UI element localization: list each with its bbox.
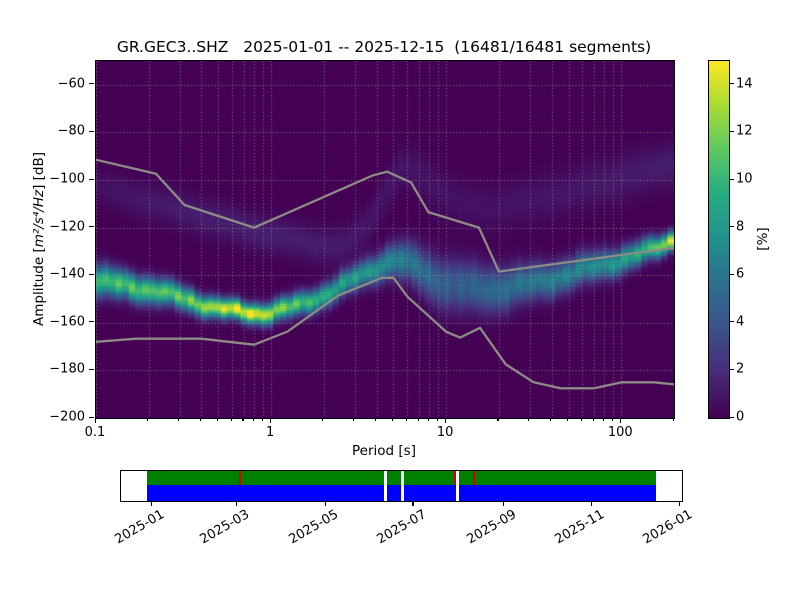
x-minor-tick: [178, 418, 180, 421]
y-tick: [89, 178, 94, 180]
x-tick: [94, 418, 96, 423]
colorbar-tick-label: 8: [736, 219, 745, 235]
x-minor-tick: [322, 418, 324, 421]
y-tick: [89, 83, 94, 85]
colorbar-tick-label: 2: [736, 361, 745, 377]
timeline-date-label: 2025-01: [112, 507, 168, 548]
y-tick-label: −60: [57, 76, 85, 92]
timeline-date-label: 2025-03: [197, 507, 253, 548]
y-tick: [89, 273, 94, 275]
coverage-warning-mark: [238, 471, 241, 485]
x-minor-tick: [252, 418, 254, 421]
noise-model-lines: [95, 158, 675, 390]
coverage-warning-mark: [453, 471, 456, 485]
x-tick-label: 1: [265, 425, 275, 440]
timeline-date-label: 2025-11: [552, 507, 608, 548]
timeline-date-label: 2026-01: [640, 507, 696, 548]
x-tick-label: 0.1: [84, 425, 106, 440]
nlnm-line: [95, 276, 675, 390]
ppsd-heatmap: [96, 61, 674, 418]
timeline-date-label: 2025-09: [464, 507, 520, 548]
y-tick-label: −200: [49, 409, 85, 425]
x-minor-tick: [592, 418, 594, 421]
colorbar-tick-label: 6: [736, 266, 745, 282]
x-axis-label: Period [s]: [352, 443, 416, 459]
x-tick-label: 10: [436, 425, 454, 440]
colorbar-tick: [729, 273, 734, 275]
colorbar-tick: [729, 321, 734, 323]
timeline-tick: [590, 501, 592, 506]
y-tick: [89, 368, 94, 371]
x-minor-tick: [242, 418, 244, 421]
x-minor-tick: [550, 418, 552, 421]
x-minor-tick: [353, 418, 355, 421]
y-axis-label: Amplitude [m²/s⁴/Hz] [dB]: [31, 151, 47, 327]
x-minor-tick: [611, 418, 613, 421]
colorbar-tick-label: 10: [736, 171, 753, 187]
x-minor-tick: [405, 418, 408, 421]
coverage-gap: [384, 471, 388, 501]
y-tick: [89, 226, 94, 228]
timeline-tick: [502, 501, 504, 506]
colorbar-tick-label: 0: [736, 409, 745, 425]
timeline-tick: [412, 501, 414, 506]
timeline-tick: [678, 501, 681, 506]
colorbar: [708, 60, 730, 419]
x-minor-tick: [497, 418, 499, 421]
colorbar-label: [%]: [755, 227, 771, 251]
x-minor-tick: [580, 418, 583, 421]
timeline-tick: [235, 501, 237, 506]
x-minor-tick: [216, 418, 219, 421]
colorbar-tick: [729, 368, 734, 371]
data-coverage-timeline: [120, 470, 683, 502]
colorbar-tick-label: 12: [736, 123, 753, 139]
y-tick: [89, 321, 94, 323]
x-minor-tick: [261, 418, 263, 421]
y-tick: [89, 416, 94, 418]
y-tick-label: −100: [49, 171, 85, 187]
x-minor-tick: [391, 418, 394, 421]
colorbar-tick-label: 4: [736, 314, 745, 330]
x-tick: [444, 418, 446, 423]
x-minor-tick: [528, 418, 530, 421]
x-minor-tick: [147, 418, 149, 421]
y-tick: [89, 130, 94, 133]
y-tick-label: −140: [49, 266, 85, 282]
x-minor-tick: [567, 418, 569, 421]
timeline-tick: [150, 501, 152, 506]
timeline-date-label: 2025-05: [286, 507, 342, 548]
colorbar-tick: [729, 130, 734, 133]
coverage-gap: [455, 471, 459, 501]
ppsd-plot-area: [95, 60, 675, 419]
x-minor-tick: [199, 418, 202, 421]
colorbar-tick: [729, 83, 734, 85]
x-tick: [619, 418, 621, 423]
coverage-warning-mark: [472, 471, 475, 485]
y-tick-label: −80: [57, 123, 85, 139]
colorbar-tick: [729, 226, 734, 228]
colorbar-tick-label: 14: [736, 76, 753, 92]
x-minor-tick: [427, 418, 429, 421]
x-minor-tick: [602, 418, 604, 421]
x-minor-tick: [375, 418, 377, 421]
timeline-tick: [324, 501, 327, 506]
x-minor-tick: [436, 418, 438, 421]
chart-title: GR.GEC3..SHZ 2025-01-01 -- 2025-12-15 (1…: [116, 38, 652, 56]
x-minor-tick: [230, 418, 232, 421]
x-minor-tick: [417, 418, 419, 421]
timeline-date-label: 2025-07: [374, 507, 429, 548]
colorbar-tick: [729, 178, 734, 180]
y-tick-label: −120: [49, 219, 85, 235]
nhnm-line: [95, 158, 675, 273]
y-tick-label: −160: [49, 314, 85, 330]
x-minor-tick: [672, 418, 674, 421]
colorbar-tick: [729, 416, 734, 418]
x-tick-label: 100: [607, 425, 633, 440]
y-tick-label: −180: [49, 361, 85, 377]
x-tick: [269, 418, 271, 423]
coverage-gap: [400, 471, 404, 501]
